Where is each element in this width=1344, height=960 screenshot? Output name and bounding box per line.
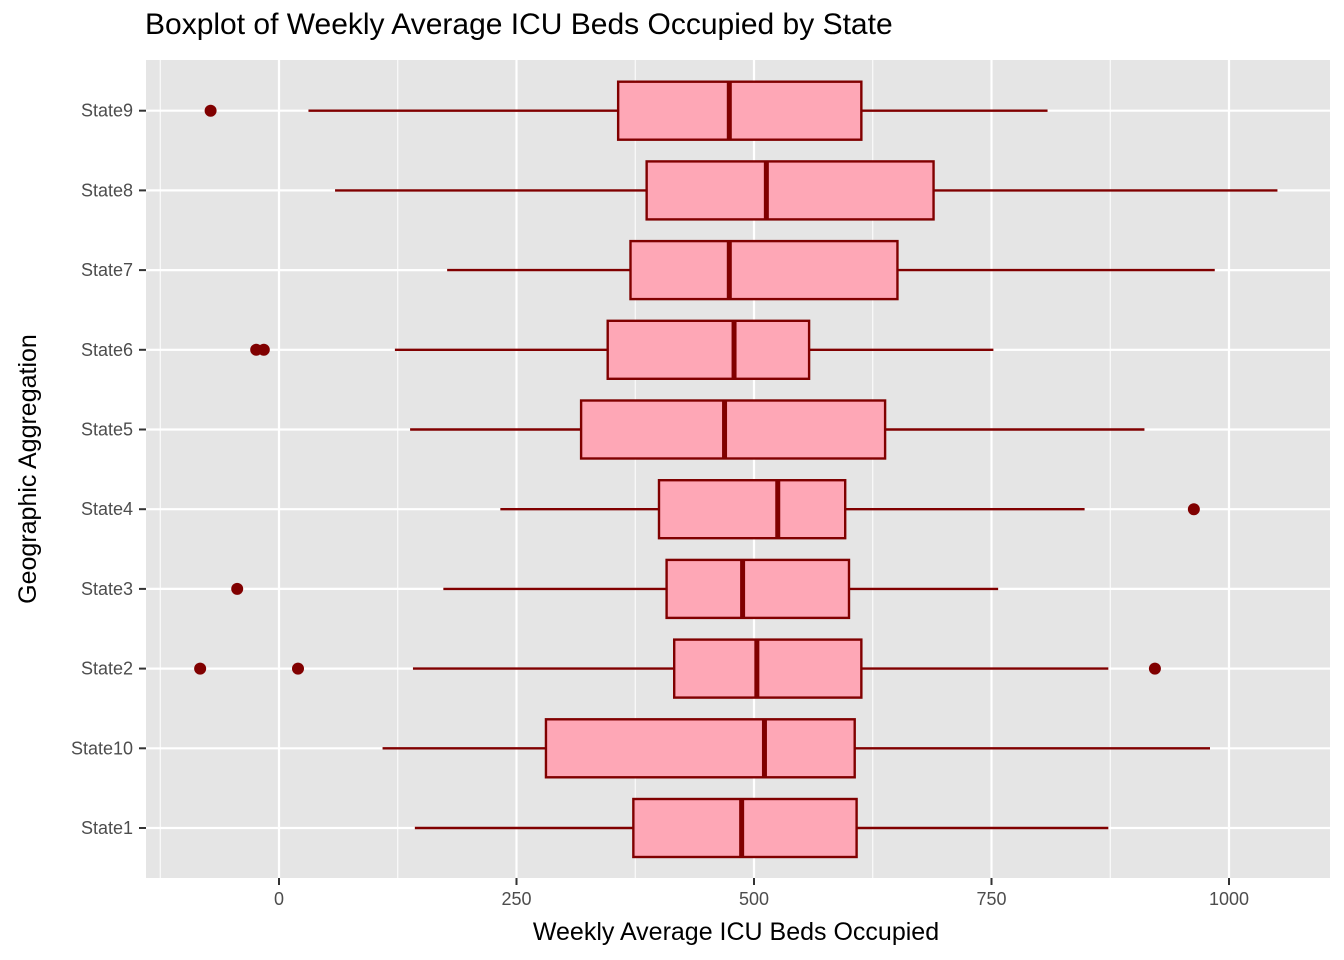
iqr-box bbox=[606, 319, 811, 380]
iqr-box bbox=[665, 558, 851, 620]
box-state2 bbox=[194, 638, 1161, 699]
x-tick-label: 500 bbox=[739, 889, 769, 909]
box-state7 bbox=[447, 239, 1215, 301]
box-state10 bbox=[382, 718, 1210, 779]
y-tick-label: State7 bbox=[81, 260, 133, 280]
iqr-box bbox=[629, 239, 899, 301]
outlier-point bbox=[194, 662, 207, 675]
y-tick-label: State4 bbox=[81, 499, 133, 519]
y-tick-label: State6 bbox=[81, 340, 133, 360]
x-tick-label: 0 bbox=[274, 889, 284, 909]
boxes bbox=[194, 80, 1278, 859]
outlier-point bbox=[231, 582, 244, 595]
y-tick-label: State2 bbox=[81, 659, 133, 679]
box-state9 bbox=[204, 80, 1048, 141]
outlier-point bbox=[1148, 662, 1161, 675]
outlier-point bbox=[204, 104, 217, 117]
x-axis-title: Weekly Average ICU Beds Occupied bbox=[533, 918, 939, 946]
y-tick-label: State9 bbox=[81, 101, 133, 121]
outlier-point bbox=[1187, 503, 1200, 516]
x-tick-label: 750 bbox=[976, 889, 1006, 909]
box-state1 bbox=[414, 797, 1109, 859]
box-state4 bbox=[500, 479, 1200, 540]
iqr-box bbox=[657, 479, 847, 540]
outlier-point bbox=[292, 662, 304, 675]
box-state5 bbox=[410, 399, 1145, 460]
x-tick-label: 250 bbox=[501, 889, 531, 909]
x-tick-label: 1000 bbox=[1209, 889, 1249, 909]
iqr-box bbox=[544, 718, 856, 779]
y-tick-label: State1 bbox=[81, 818, 133, 838]
y-tick-label: State3 bbox=[81, 579, 133, 599]
box-state6 bbox=[250, 319, 994, 380]
iqr-box bbox=[645, 160, 935, 221]
iqr-box bbox=[579, 399, 887, 460]
axes: State1 State10 State2 State3 State4 State5 Sta… bbox=[71, 101, 1249, 909]
y-axis-title: Geographic Aggregation bbox=[14, 334, 42, 604]
iqr-box bbox=[616, 80, 863, 141]
iqr-box bbox=[632, 797, 858, 859]
y-tick-label: State10 bbox=[71, 738, 133, 758]
outlier-point bbox=[257, 343, 270, 356]
y-tick-label: State5 bbox=[81, 420, 133, 440]
box-state3 bbox=[231, 558, 999, 620]
iqr-box bbox=[673, 638, 863, 699]
chart-title: Boxplot of Weekly Average ICU Beds Occup… bbox=[145, 8, 893, 41]
y-tick-label: State8 bbox=[81, 180, 133, 200]
box-state8 bbox=[335, 160, 1278, 221]
